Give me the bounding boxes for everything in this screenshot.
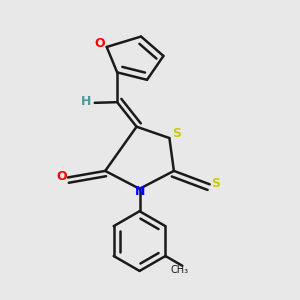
Text: O: O bbox=[56, 170, 67, 183]
Text: S: S bbox=[172, 127, 182, 140]
Text: N: N bbox=[135, 185, 146, 198]
Text: S: S bbox=[211, 177, 220, 190]
Text: O: O bbox=[94, 38, 104, 50]
Text: CH₃: CH₃ bbox=[171, 265, 189, 275]
Text: H: H bbox=[81, 95, 91, 108]
